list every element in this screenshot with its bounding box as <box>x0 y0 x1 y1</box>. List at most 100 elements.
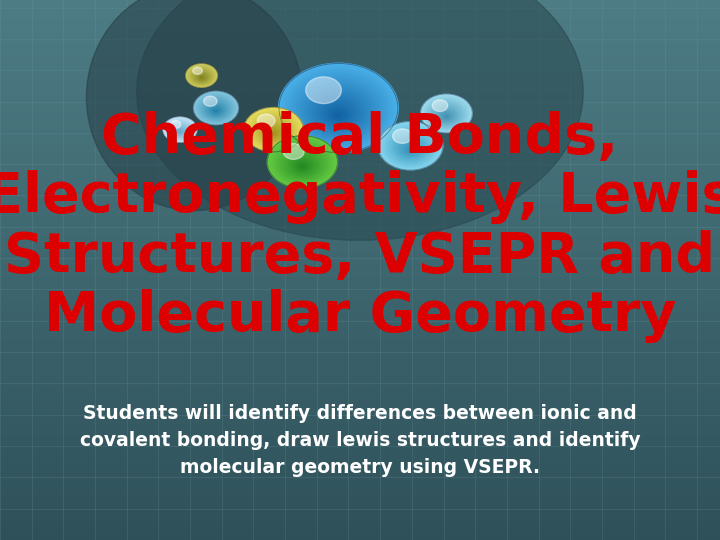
Bar <box>0 72 720 73</box>
Bar <box>0 202 720 203</box>
Circle shape <box>405 146 415 153</box>
Circle shape <box>212 108 220 113</box>
Circle shape <box>378 122 443 170</box>
Bar <box>0 3 720 4</box>
Circle shape <box>421 94 472 132</box>
Bar <box>0 178 720 179</box>
Bar <box>0 109 720 110</box>
Bar <box>0 171 720 172</box>
Bar <box>0 90 720 91</box>
Bar <box>0 23 720 24</box>
Bar <box>0 466 720 467</box>
Bar <box>0 322 720 323</box>
Bar <box>0 271 720 272</box>
Bar <box>0 69 720 70</box>
Bar <box>0 518 720 519</box>
Bar <box>0 219 720 220</box>
Bar <box>0 530 720 531</box>
Bar <box>0 494 720 495</box>
Circle shape <box>284 151 320 178</box>
Bar <box>0 409 720 410</box>
Bar <box>0 156 720 157</box>
Bar <box>0 41 720 42</box>
Circle shape <box>382 125 438 167</box>
Bar <box>0 59 720 60</box>
Bar <box>0 174 720 175</box>
Circle shape <box>392 133 429 162</box>
Circle shape <box>272 132 275 134</box>
Bar <box>0 471 720 472</box>
Bar <box>0 484 720 485</box>
Bar <box>0 487 720 488</box>
Bar <box>0 131 720 132</box>
Bar <box>0 159 720 160</box>
Bar <box>0 275 720 276</box>
Bar <box>0 194 720 195</box>
Circle shape <box>292 158 312 173</box>
Bar <box>0 1 720 2</box>
Circle shape <box>202 99 230 120</box>
Circle shape <box>269 137 336 188</box>
Bar <box>0 172 720 173</box>
Bar <box>0 482 720 483</box>
Bar <box>0 20 720 21</box>
Bar <box>0 216 720 217</box>
Bar <box>0 241 720 242</box>
Bar <box>0 245 720 246</box>
Bar <box>0 218 720 219</box>
Circle shape <box>167 120 193 140</box>
Circle shape <box>163 117 197 143</box>
Bar <box>0 34 720 35</box>
Text: Students will identify differences between ionic and: Students will identify differences betwe… <box>83 403 637 423</box>
Bar <box>0 161 720 162</box>
Circle shape <box>200 76 203 79</box>
Circle shape <box>379 123 442 170</box>
Circle shape <box>319 99 358 128</box>
Bar <box>0 30 720 31</box>
Bar <box>0 12 720 13</box>
Bar <box>0 4 720 5</box>
Bar <box>0 312 720 313</box>
Bar <box>0 381 720 382</box>
Bar <box>0 68 720 69</box>
Bar <box>0 360 720 361</box>
Bar <box>0 486 720 487</box>
Circle shape <box>438 110 454 122</box>
Bar <box>0 521 720 522</box>
Bar <box>0 112 720 113</box>
Bar <box>0 439 720 440</box>
Circle shape <box>336 113 341 118</box>
Bar <box>0 419 720 420</box>
Circle shape <box>189 66 215 86</box>
Bar <box>0 341 720 342</box>
Circle shape <box>384 127 436 166</box>
Circle shape <box>272 140 333 186</box>
Bar <box>0 353 720 354</box>
Circle shape <box>194 91 238 125</box>
Bar <box>0 49 720 50</box>
Bar <box>0 281 720 282</box>
Bar <box>0 31 720 32</box>
Circle shape <box>438 109 455 122</box>
Bar <box>0 354 720 355</box>
Circle shape <box>200 97 232 121</box>
Bar <box>0 80 720 81</box>
Bar <box>0 209 720 210</box>
Bar <box>0 11 720 12</box>
Circle shape <box>381 124 440 168</box>
Bar <box>0 91 720 92</box>
Circle shape <box>165 119 195 141</box>
Bar <box>0 95 720 96</box>
Circle shape <box>400 141 421 157</box>
Bar <box>0 535 720 536</box>
Bar <box>0 6 720 7</box>
Circle shape <box>246 109 302 151</box>
Bar <box>0 392 720 393</box>
Bar <box>0 106 720 107</box>
Bar <box>0 135 720 136</box>
Bar <box>0 469 720 470</box>
Bar <box>0 33 720 34</box>
Circle shape <box>166 120 194 140</box>
Bar <box>0 529 720 530</box>
Bar <box>0 485 720 486</box>
